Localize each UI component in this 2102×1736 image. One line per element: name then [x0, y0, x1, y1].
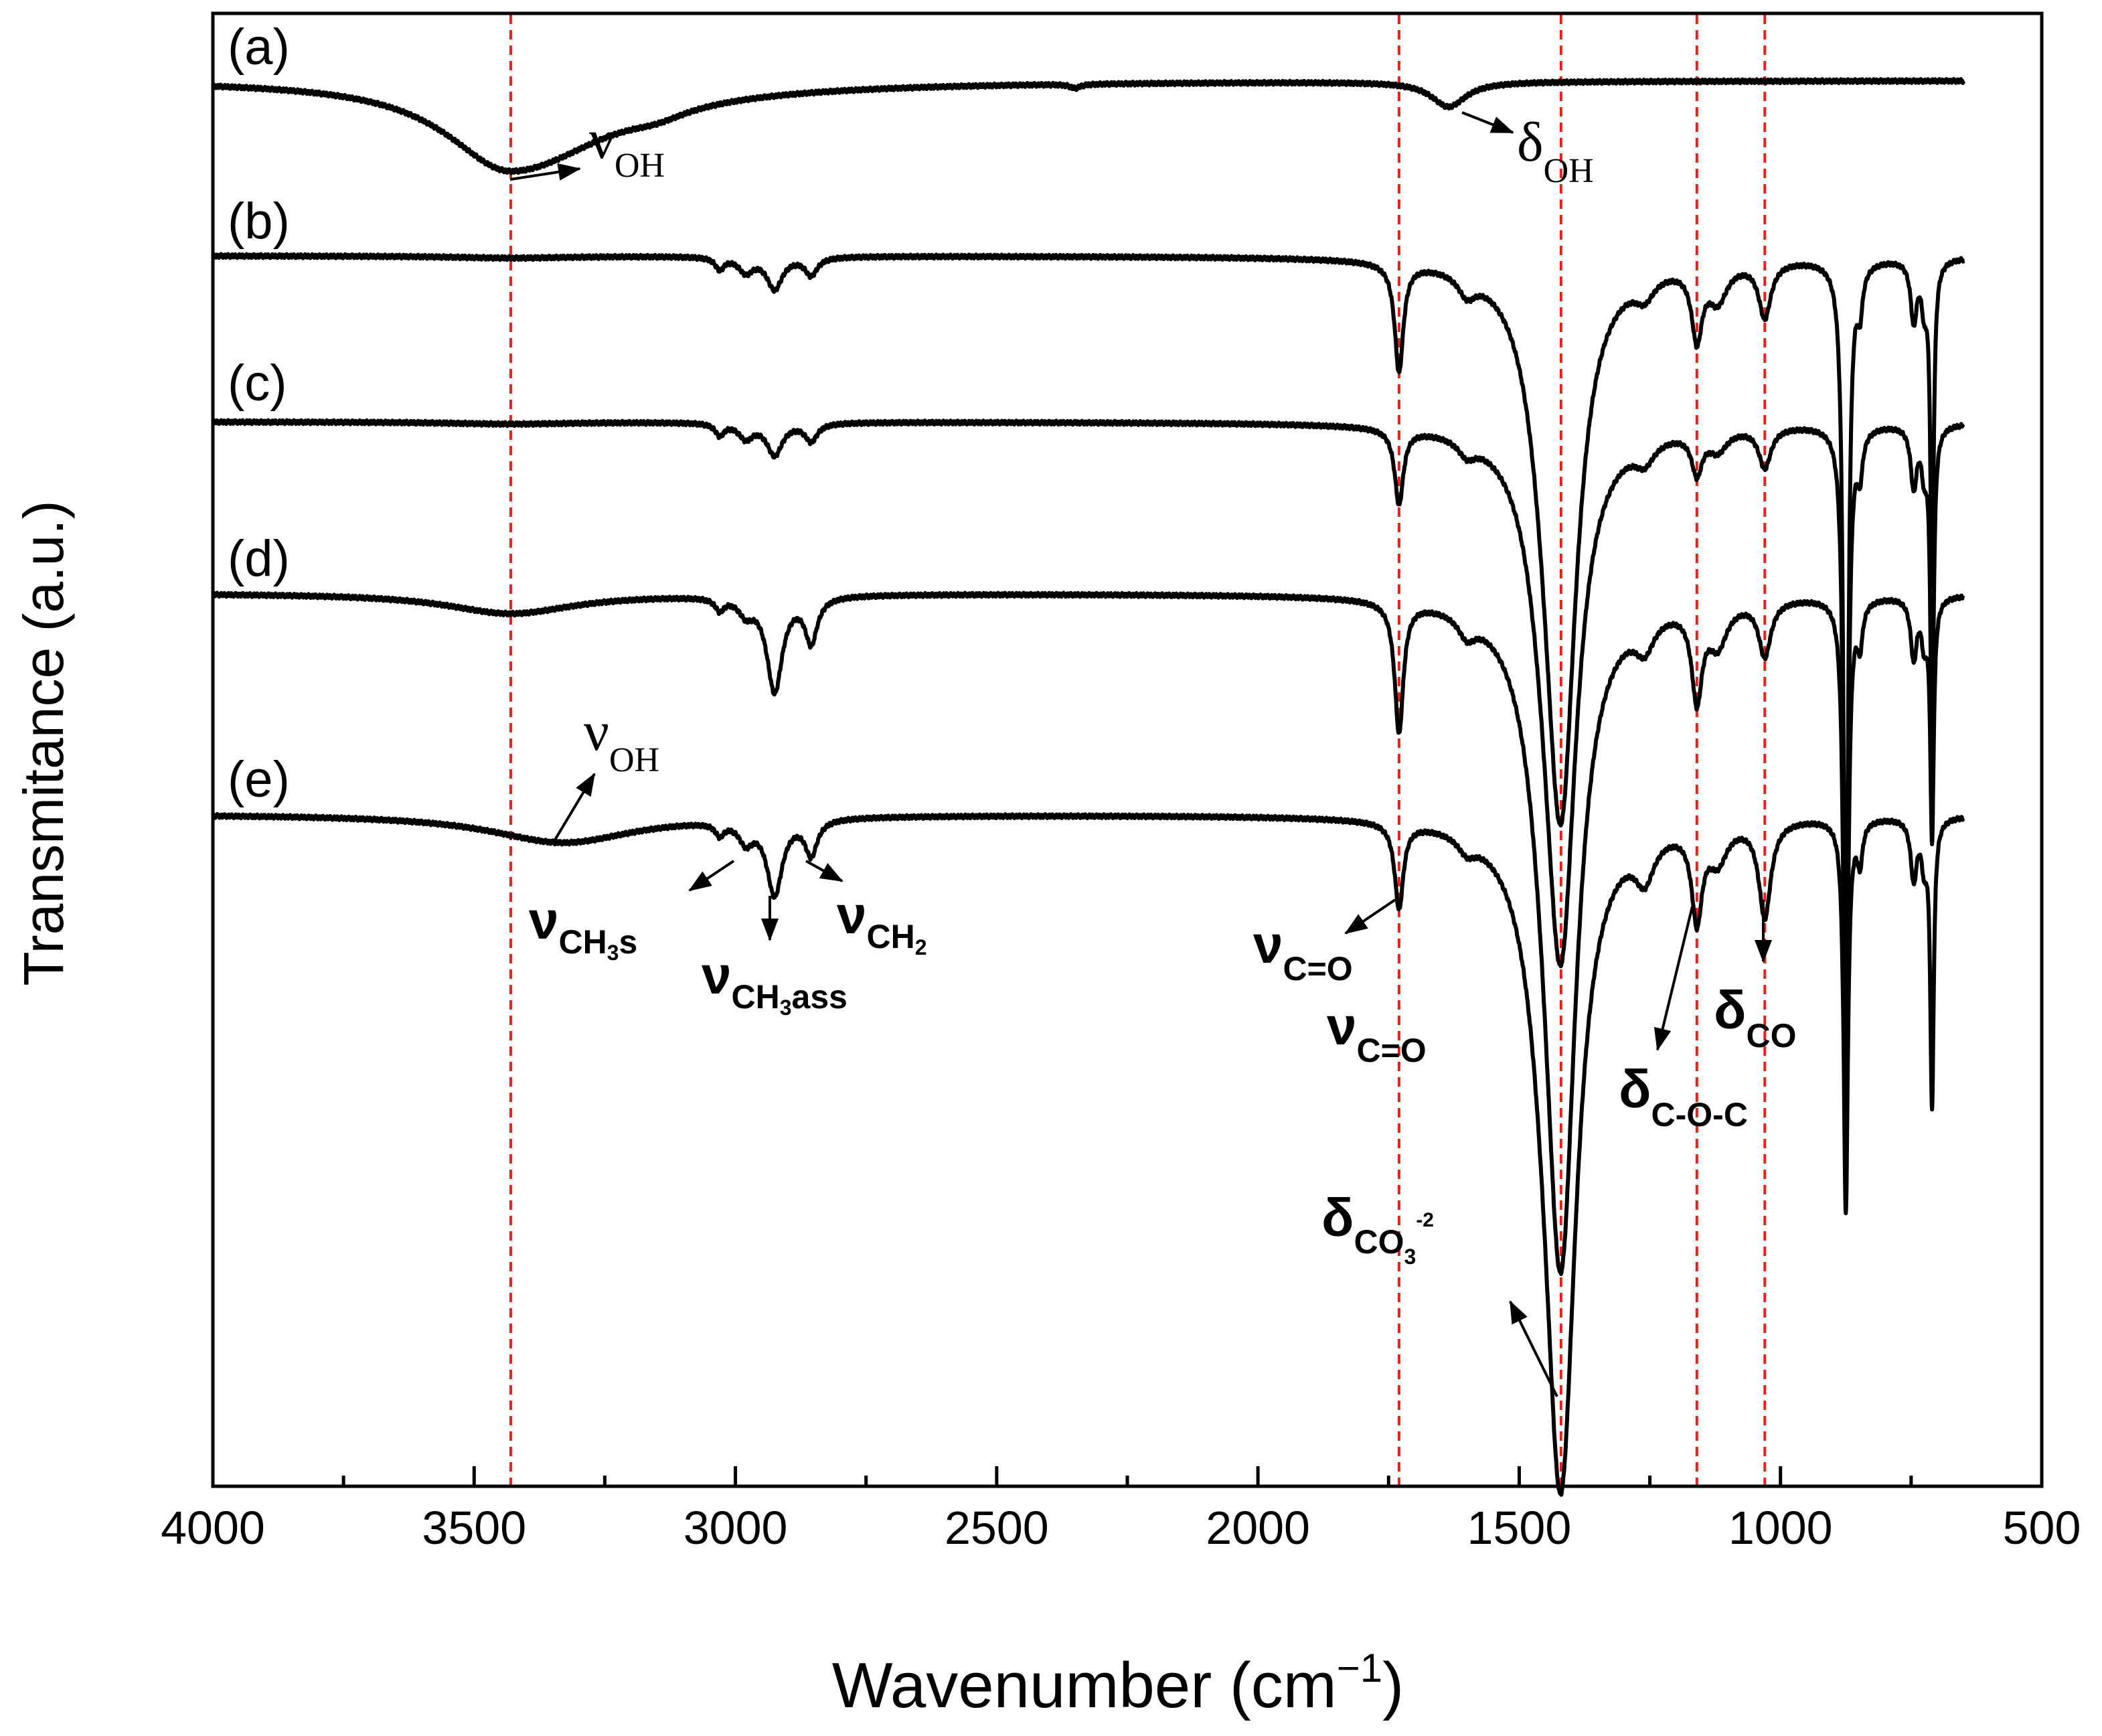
- series-d-line: [211, 590, 1965, 1276]
- annotation-arrows: [509, 111, 1772, 1397]
- x-axis-ticks: 4000 3500 3000 2500 2000 1500 1000 500: [161, 1466, 2081, 1554]
- arrow-nu-co-e: [1344, 898, 1396, 935]
- series-label-c: (c): [228, 355, 287, 412]
- ann-delta-co3: δCO3-2: [1321, 1188, 1434, 1269]
- x-axis-label-sup: −1: [1337, 1646, 1382, 1690]
- arrow-nu-oh-a: [509, 163, 581, 181]
- x-tick-label-3000: 3000: [683, 1502, 788, 1554]
- arrow-delta-oh-a: [1461, 111, 1514, 134]
- x-tick-label-4000: 4000: [161, 1502, 265, 1554]
- ann-nu-ch3s: νCH3s: [529, 890, 637, 965]
- y-axis-label: Transmitance (a.u.): [12, 500, 75, 985]
- plot-frame: [211, 11, 2044, 1488]
- arrow-nu-ch2: [805, 860, 843, 882]
- series-labels: (a) (b) (c) (d) (e): [228, 19, 290, 808]
- ann-nu-oh-e: νOH: [584, 700, 659, 779]
- ann-nu-co-e: νC=O: [1253, 915, 1353, 988]
- ann-delta-coc: δC-O-C: [1619, 1059, 1748, 1133]
- series-label-d: (d): [228, 530, 290, 587]
- annotations: νOH δOH νOH νCH3s νCH3ass νCH2 νC=O νC=O…: [529, 108, 1797, 1269]
- arrow-nu-oh-e: [553, 773, 596, 842]
- series-label-a: (a): [228, 19, 290, 76]
- x-tick-label-1000: 1000: [1728, 1502, 1833, 1554]
- arrow-delta-coc: [1653, 906, 1694, 1051]
- x-tick-label-1500: 1500: [1467, 1502, 1572, 1554]
- series-c-line: [211, 418, 1965, 1143]
- x-tick-label-2000: 2000: [1206, 1502, 1310, 1554]
- ann-nu-ch2: νCH2: [837, 885, 927, 959]
- ann-nu-oh-a: νOH: [589, 108, 665, 185]
- x-axis-label: Wavenumber (cm−1): [832, 1646, 1404, 1721]
- series-a-line: [211, 77, 1965, 175]
- x-axis-label-text: Wavenumber (cm: [832, 1650, 1337, 1721]
- arrow-nu-ch3s: [688, 860, 735, 892]
- ann-nu-ch3ass: νCH3ass: [702, 945, 847, 1020]
- spectra: [211, 77, 1965, 1497]
- x-tick-label-500: 500: [2003, 1502, 2081, 1554]
- ann-delta-oh-a: δOH: [1517, 111, 1594, 190]
- x-tick-label-3500: 3500: [422, 1502, 526, 1554]
- series-b-line: [211, 252, 1965, 1109]
- arrow-delta-co3: [1509, 1300, 1558, 1397]
- ann-nu-co-d: νC=O: [1327, 996, 1427, 1069]
- ann-delta-co: δCO: [1714, 980, 1797, 1054]
- series-label-b: (b): [228, 193, 290, 250]
- x-axis-label-close: ): [1382, 1650, 1404, 1721]
- series-e-line: [211, 811, 1965, 1497]
- x-tick-label-2500: 2500: [945, 1502, 1049, 1554]
- reference-lines: [509, 15, 1767, 1485]
- series-label-e: (e): [228, 751, 290, 808]
